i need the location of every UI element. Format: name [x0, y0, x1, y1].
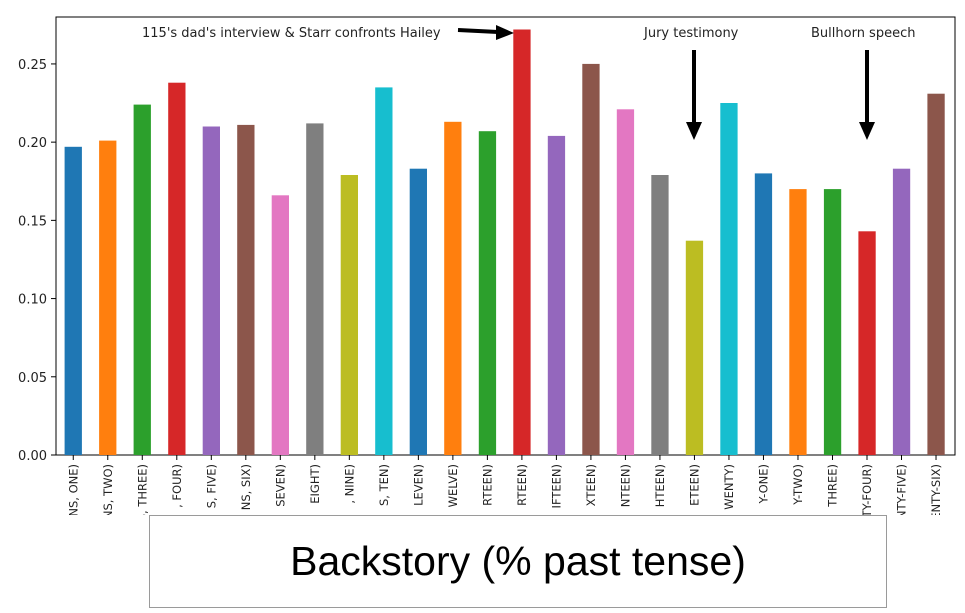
bar [892, 168, 911, 455]
x-tick-label: WELVE) [446, 464, 460, 507]
arrow-down-icon [859, 50, 875, 140]
y-tick-label: 0.05 [18, 371, 47, 386]
annotation-interview: 115's dad's interview & Starr confronts … [142, 26, 441, 41]
x-tick-label: RTEEN) [515, 464, 529, 506]
x-tick-label: , FOUR) [170, 464, 184, 508]
bar [651, 175, 669, 455]
bar [444, 121, 462, 456]
bar [340, 175, 358, 455]
x-tick-label: SEVEN) [273, 464, 287, 507]
caption-text: Backstory (% past tense) [290, 538, 746, 584]
caption-box: Backstory (% past tense) [149, 515, 887, 608]
x-tick-label: NS, SIX) [239, 464, 253, 510]
bar-chart: 0.00 0.05 0.10 0.15 0.20 0.25 HAPPENS, ONE) HA… [18, 16, 956, 515]
bar [754, 173, 773, 455]
x-tick-label: HAPPENS, TWO) [101, 464, 115, 515]
annotation-bullhorn: Bullhorn speech [811, 26, 915, 41]
bar [616, 109, 635, 456]
arrow-right-icon [457, 25, 514, 40]
annotation-jury: Jury testimony [643, 26, 739, 41]
x-tick-label: EIGHT) [308, 464, 322, 504]
bar [409, 168, 427, 455]
bar [375, 87, 393, 456]
x-tick-label: XTEEN) [584, 464, 598, 506]
bar [478, 131, 497, 455]
bar [237, 124, 255, 456]
y-tick-label: 0.25 [18, 58, 47, 73]
x-tick-label: , TWENTY-FIVE) [895, 464, 909, 515]
bar [789, 189, 807, 455]
arrow-down-icon [686, 50, 702, 140]
bar [927, 93, 945, 455]
x-tick-label: NTEEN) [618, 464, 632, 507]
x-tick-label: S, FIVE) [204, 464, 218, 508]
x-tick-label: S, TEN) [377, 464, 391, 506]
bar [202, 126, 220, 455]
bar [271, 195, 289, 456]
bar [547, 135, 566, 455]
x-tick-label: THREE) [826, 464, 840, 508]
x-tick-label: , NINE) [342, 464, 356, 504]
y-tick-label: 0.00 [18, 449, 47, 464]
bar [513, 29, 531, 455]
bar [582, 63, 600, 456]
x-tick-label: Y-TWO) [791, 464, 805, 506]
x-tick-label: LEVEN) [411, 464, 425, 506]
bar [306, 123, 324, 456]
y-tick-label: 0.20 [18, 136, 47, 151]
x-tick-label: HAPPENS, ONE) [66, 464, 80, 515]
bar [99, 140, 117, 455]
y-tick-label: 0.10 [18, 293, 47, 308]
bar [720, 103, 738, 455]
bar [858, 231, 876, 455]
bar [168, 82, 186, 455]
x-tick-label: N, TWENTY-SIX) [929, 464, 943, 515]
x-tick-label: HTEEN) [653, 464, 667, 507]
x-tick-label: WENTY) [722, 464, 736, 510]
x-tick-label: ETEEN) [687, 464, 701, 506]
bar [64, 146, 82, 456]
bar [685, 240, 704, 455]
x-tick-label: PPENS, THREE) [135, 464, 149, 515]
bar [133, 104, 151, 455]
x-tick-label: TWENTY-FOUR) [860, 464, 874, 515]
y-tick-label: 0.15 [18, 214, 47, 229]
x-tick-label: IFTEEN) [549, 464, 563, 508]
plot-frame [55, 16, 956, 456]
x-tick-label: RTEEN) [480, 464, 494, 506]
x-tick-label: Y-ONE) [757, 464, 771, 505]
bar [823, 189, 842, 455]
